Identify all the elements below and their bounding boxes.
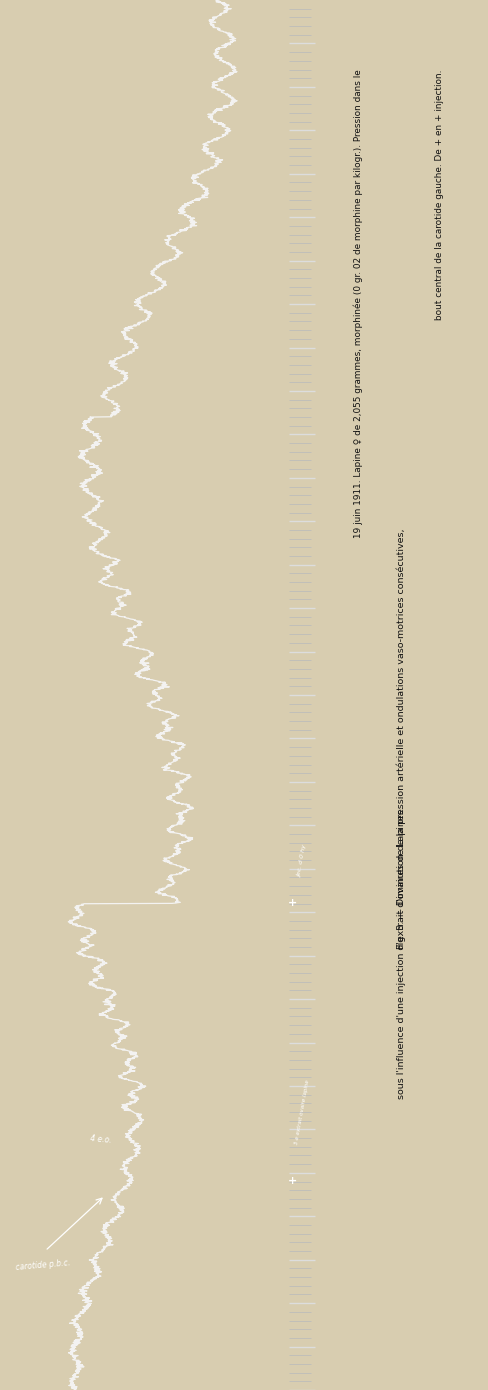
- Text: Fig. 3. — Diminution de la pression artérielle et ondulations vaso-motrices cons: Fig. 3. — Diminution de la pression arté…: [397, 528, 406, 949]
- Text: 3 e extrait ovaire lapine: 3 e extrait ovaire lapine: [294, 1079, 311, 1145]
- Text: carotide p.b.c.: carotide p.b.c.: [15, 1258, 70, 1272]
- Text: bout central de la carotide gauche. De + en + injection.: bout central de la carotide gauche. De +…: [435, 70, 444, 320]
- Text: +: +: [288, 1176, 297, 1187]
- Text: +: +: [288, 898, 297, 909]
- Text: 19 juin 1911. Lapine ♀ de 2,055 grammes, morphinée (0 gr. 02 de morphine par kil: 19 juin 1911. Lapine ♀ de 2,055 grammes,…: [353, 70, 363, 538]
- Text: Jec. d 0 hy: Jec. d 0 hy: [297, 845, 308, 878]
- Text: sous l'influence d'une injection d'extrait d'ovaires de Lapines.: sous l'influence d'une injection d'extra…: [397, 806, 406, 1099]
- Text: 4 e.o.: 4 e.o.: [90, 1134, 112, 1145]
